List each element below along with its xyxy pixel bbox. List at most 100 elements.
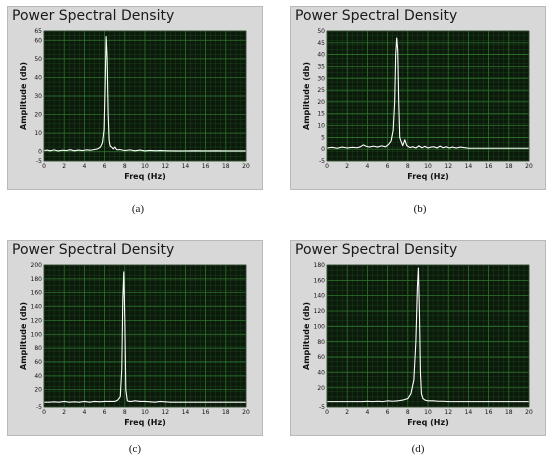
x-tick-label: 6 <box>386 163 390 170</box>
x-tick-label: 8 <box>123 409 127 416</box>
x-tick-label: 10 <box>424 163 432 170</box>
y-tick-label: 10 <box>34 130 42 137</box>
y-tick-label: 60 <box>34 359 42 366</box>
major-grid <box>43 30 247 162</box>
y-axis-label: Amplitude (db) <box>19 62 28 130</box>
y-tick-label: 0 <box>38 149 42 156</box>
x-tick-label: 20 <box>525 409 533 416</box>
chart-panel-b: Power Spectral Density 0 2 4 6 8 10 12 14 16 18 20… <box>290 6 546 190</box>
plot-frame <box>326 30 530 162</box>
x-tick-label: 16 <box>485 409 493 416</box>
plot-frame <box>326 264 530 408</box>
caption-d: (d) <box>411 443 425 455</box>
x-tick-label: 12 <box>444 163 452 170</box>
x-tick-label: 18 <box>505 409 513 416</box>
x-tick-label: 10 <box>424 409 432 416</box>
x-tick-label: 12 <box>161 163 169 170</box>
y-tick-label: 100 <box>314 323 326 330</box>
y-tick-label: 35 <box>317 63 325 70</box>
y-tick-label: 140 <box>31 304 43 311</box>
x-tick-label: 2 <box>62 163 66 170</box>
y-tick-label: 25 <box>317 87 325 94</box>
x-tick-label: 2 <box>345 163 349 170</box>
x-tick-label: 20 <box>242 409 250 416</box>
x-tick-label: 8 <box>406 409 410 416</box>
y-tick-label: 40 <box>34 373 42 380</box>
chart-title: Power Spectral Density <box>12 242 175 258</box>
y-tick-label: 80 <box>34 345 42 352</box>
y-tick-label: 20 <box>34 387 42 394</box>
y-tick-label: 40 <box>317 52 325 59</box>
x-axis-label: Freq (Hz) <box>124 172 166 181</box>
y-tick-label: 160 <box>31 290 43 297</box>
x-tick-label: 6 <box>103 163 107 170</box>
x-tick-label: 8 <box>406 163 410 170</box>
y-tick-label: 20 <box>317 385 325 392</box>
y-axis-label: Amplitude (db) <box>302 302 311 370</box>
y-tick-label: -5 <box>36 404 42 411</box>
x-tick-label: 4 <box>365 409 369 416</box>
x-tick-label: 2 <box>345 409 349 416</box>
y-tick-label: 140 <box>314 293 326 300</box>
y-tick-label: 40 <box>317 369 325 376</box>
x-tick-label: 18 <box>505 163 513 170</box>
chart-title: Power Spectral Density <box>12 8 175 24</box>
x-tick-label: 6 <box>386 409 390 416</box>
y-tick-label: 50 <box>317 28 325 35</box>
chart-panel-d: Power Spectral Density 0 2 4 6 8 10 12 14 16 18 20… <box>290 240 546 436</box>
x-tick-label: 0 <box>325 409 329 416</box>
x-axis-label: Freq (Hz) <box>407 418 449 427</box>
psd-series-line <box>44 271 246 403</box>
x-tick-label: 10 <box>141 163 149 170</box>
x-axis-label: Freq (Hz) <box>124 418 166 427</box>
y-tick-label: 120 <box>31 317 43 324</box>
plot-frame <box>43 30 247 162</box>
x-axis-label: Freq (Hz) <box>407 172 449 181</box>
y-tick-label: 0 <box>321 146 325 153</box>
caption-b: (b) <box>413 203 427 215</box>
x-tick-label: 20 <box>525 163 533 170</box>
y-axis-label: Amplitude (db) <box>302 62 311 130</box>
plot-frame <box>43 264 247 408</box>
chart-c-svg: 0 2 4 6 8 10 12 14 16 18 20 -5 20 40 60 80 100 120 140 160 1… <box>19 262 250 427</box>
x-tick-label: 4 <box>365 163 369 170</box>
y-tick-label: 30 <box>317 75 325 82</box>
y-tick-label: 30 <box>34 93 42 100</box>
x-tick-label: 10 <box>141 409 149 416</box>
x-tick-label: 14 <box>465 409 473 416</box>
y-tick-label: 200 <box>31 262 43 269</box>
y-tick-label: 50 <box>34 56 42 63</box>
x-tick-label: 20 <box>242 163 250 170</box>
y-tick-label: 60 <box>317 354 325 361</box>
caption-a: (a) <box>131 203 145 215</box>
x-tick-label: 12 <box>161 409 169 416</box>
y-tick-label: 45 <box>317 40 325 47</box>
y-tick-label: 180 <box>314 262 326 269</box>
y-tick-label: -5 <box>36 158 42 165</box>
y-axis-label: Amplitude (db) <box>19 302 28 370</box>
y-tick-label: 180 <box>31 276 43 283</box>
x-tick-label: 14 <box>182 409 190 416</box>
y-tick-label: -5 <box>319 404 325 411</box>
y-tick-label: 120 <box>314 308 326 315</box>
y-tick-label: 15 <box>317 111 325 118</box>
y-tick-label: 60 <box>34 37 42 44</box>
x-tick-label: 16 <box>202 163 210 170</box>
psd-series-line <box>327 267 529 403</box>
psd-series-line <box>43 36 246 152</box>
y-tick-label: 65 <box>34 28 42 35</box>
x-tick-label: 4 <box>82 409 86 416</box>
x-tick-label: 14 <box>465 163 473 170</box>
chart-panel-c: Power Spectral Density 0 2 4 6 8 10 12 14 16 18 20… <box>7 240 263 436</box>
x-tick-label: 6 <box>103 409 107 416</box>
x-tick-label: 0 <box>42 409 46 416</box>
y-tick-label: -5 <box>319 158 325 165</box>
x-tick-label: 2 <box>62 409 66 416</box>
x-tick-label: 8 <box>123 163 127 170</box>
x-tick-label: 14 <box>182 163 190 170</box>
x-tick-label: 12 <box>444 409 452 416</box>
x-tick-label: 0 <box>42 163 46 170</box>
chart-title: Power Spectral Density <box>295 8 458 24</box>
y-tick-label: 20 <box>317 99 325 106</box>
chart-d-svg: 0 2 4 6 8 10 12 14 16 18 20 -5 20 40 60 80 100 120 140 160 1… <box>302 262 533 427</box>
